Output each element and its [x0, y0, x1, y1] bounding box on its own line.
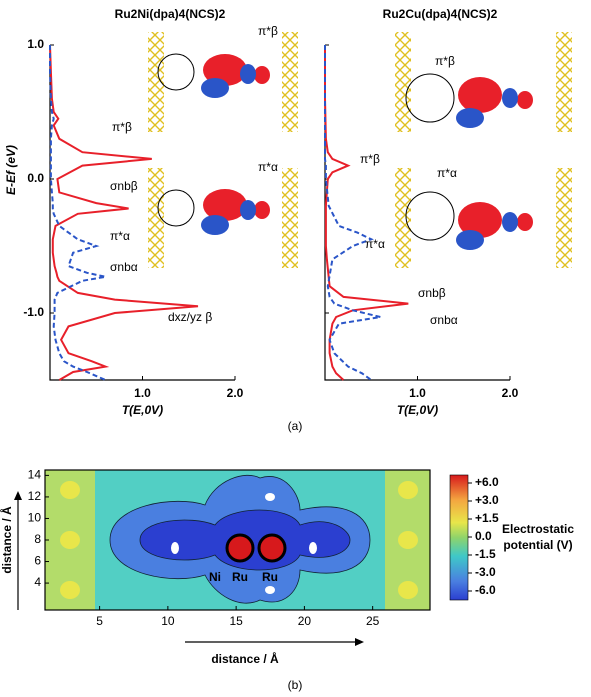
inset-decoration	[148, 32, 572, 268]
peak-annotation: σnbβ	[110, 179, 138, 193]
colorbar-tick-label: +1.5	[475, 511, 499, 525]
colorbar-tick-label: 0.0	[475, 529, 492, 543]
colorbar-tick-label: -3.0	[475, 565, 496, 579]
y-tick-label: 1.0	[27, 37, 44, 51]
colorbar-label-line: Electrostatic	[502, 522, 574, 536]
x-tick-label: 10	[161, 614, 175, 628]
inset-label: π*β	[258, 24, 278, 38]
chart-title: Ru2Ni(dpa)4(NCS)2	[115, 7, 226, 21]
peak-annotation: dxz/yz β	[168, 310, 212, 324]
colorbar-label-line: potential (V)	[503, 538, 572, 552]
x-axis-label: T(E,0V)	[397, 403, 438, 417]
x-tick-label: 1.0	[134, 386, 151, 400]
atom-label: Ru	[232, 570, 248, 584]
y-tick-label: 4	[34, 575, 41, 589]
y-tick-label: 14	[28, 468, 42, 482]
x-axis-label: T(E,0V)	[122, 403, 163, 417]
panel-label: (b)	[288, 678, 303, 692]
inset-label: π*β	[435, 54, 455, 68]
contour-field	[14, 470, 469, 646]
inset-label: π*α	[437, 166, 457, 180]
peak-annotation: σnbβ	[418, 286, 446, 300]
x-tick-label: 25	[366, 614, 380, 628]
transmission-curve	[324, 45, 381, 381]
x-tick-label: 15	[229, 614, 243, 628]
y-tick-label: 6	[34, 554, 41, 568]
y-tick-label: 12	[28, 489, 42, 503]
colorbar-tick-label: -1.5	[475, 547, 496, 561]
y-tick-label: -1.0	[23, 305, 44, 319]
colorbar-tick-label: +3.0	[475, 493, 499, 507]
panel-label: (a)	[288, 419, 303, 433]
x-tick-label: 2.0	[227, 386, 244, 400]
peak-annotation: π*α	[365, 237, 385, 251]
x-tick-label: 1.0	[409, 386, 426, 400]
x-tick-label: 2.0	[502, 386, 519, 400]
transmission-curve	[49, 44, 199, 381]
y-tick-label: 10	[28, 511, 42, 525]
axes	[324, 45, 510, 381]
chart-title: Ru2Cu(dpa)4(NCS)2	[383, 7, 498, 21]
atom-label: Ni	[209, 570, 221, 584]
colorbar-tick-label: +6.0	[475, 475, 499, 489]
peak-annotation: π*β	[360, 152, 380, 166]
x-tick-label: 5	[96, 614, 103, 628]
transmission-curve	[49, 45, 106, 381]
colorbar-label: Electrostatic potential (V)	[502, 522, 574, 552]
x-tick-label: 20	[298, 614, 312, 628]
atom-label: Ru	[262, 570, 278, 584]
y-axis-label: E-Ef (eV)	[4, 145, 18, 195]
peak-annotation: π*β	[112, 120, 132, 134]
y-tick-label: 8	[34, 532, 41, 546]
x-axis-label: distance / Å	[211, 651, 279, 666]
peak-annotation: σnbα	[110, 260, 138, 274]
y-tick-label: 0.0	[27, 171, 44, 185]
y-axis-label: distance / Å	[0, 506, 14, 574]
peak-annotation: σnbα	[430, 313, 458, 327]
colorbar-tick-label: -6.0	[475, 583, 496, 597]
inset-label: π*α	[258, 160, 278, 174]
peak-annotation: π*α	[110, 229, 130, 243]
